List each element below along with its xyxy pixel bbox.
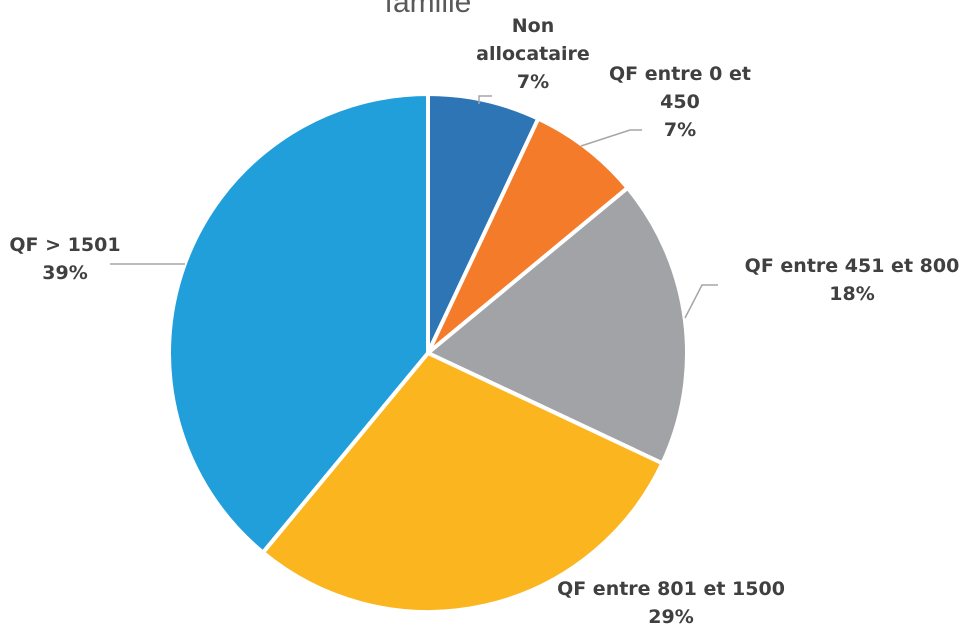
data-label-qf-entre-451-et-800: QF entre 451 et 800 18% [745,255,960,305]
slices-layer [167,92,689,614]
leader-line-qf-entre-0-et-450 [580,129,642,147]
data-label-value: 7% [664,119,696,141]
data-label-category: QF entre 0 et [609,63,751,85]
chart-title: famille [385,0,472,19]
leader-line-qf-entre-451-et-800 [684,284,718,319]
data-label-category: QF entre 451 et 800 [745,255,960,277]
data-label-value: 7% [517,71,549,93]
leader-lines-layer [110,95,718,319]
data-label-qf-entre-801-et-1500: QF entre 801 et 1500 29% [557,578,785,628]
pie-slice-qf-entre-451-et-800 [426,185,689,466]
data-label-category: 450 [660,91,700,113]
data-label-category: Non [512,15,554,37]
data-label-non-allocataire: Non allocataire 7% [476,15,590,93]
data-label-value: 18% [829,283,874,305]
pie-slice-non-allocataire [426,92,541,355]
pie-slice-qf-entre-0-et-450 [426,116,630,355]
data-label-category: QF entre 801 et 1500 [557,578,785,600]
data-label-qf-1501: QF > 1501 39% [9,234,120,284]
pie-slice-qf-entre-801-et-1500 [260,351,665,614]
data-label-value: 39% [42,262,87,284]
pie-slice-qf-1501 [167,92,430,555]
labels-layer: Non allocataire 7% QF entre 0 et 450 7%QF ent… [9,15,959,628]
data-label-category: allocataire [476,43,590,65]
data-label-qf-entre-0-et-450: QF entre 0 et 450 7% [609,63,751,141]
leader-line-non-allocataire [478,95,492,104]
data-label-category: QF > 1501 [9,234,120,256]
data-label-value: 29% [648,606,693,628]
